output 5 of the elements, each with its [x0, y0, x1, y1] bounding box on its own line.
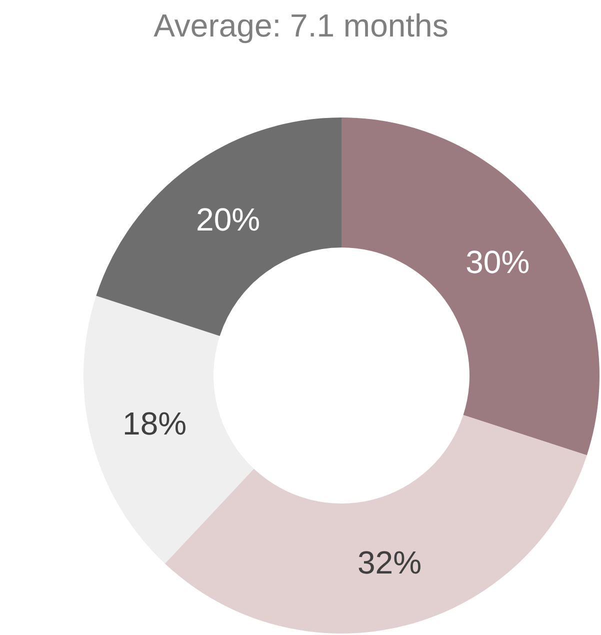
data-label: 32% — [357, 544, 422, 580]
data-label: 20% — [196, 201, 260, 238]
data-label: 30% — [466, 244, 530, 280]
chart-title: Average: 7.1 months — [154, 8, 448, 44]
data-label: 18% — [122, 405, 187, 442]
